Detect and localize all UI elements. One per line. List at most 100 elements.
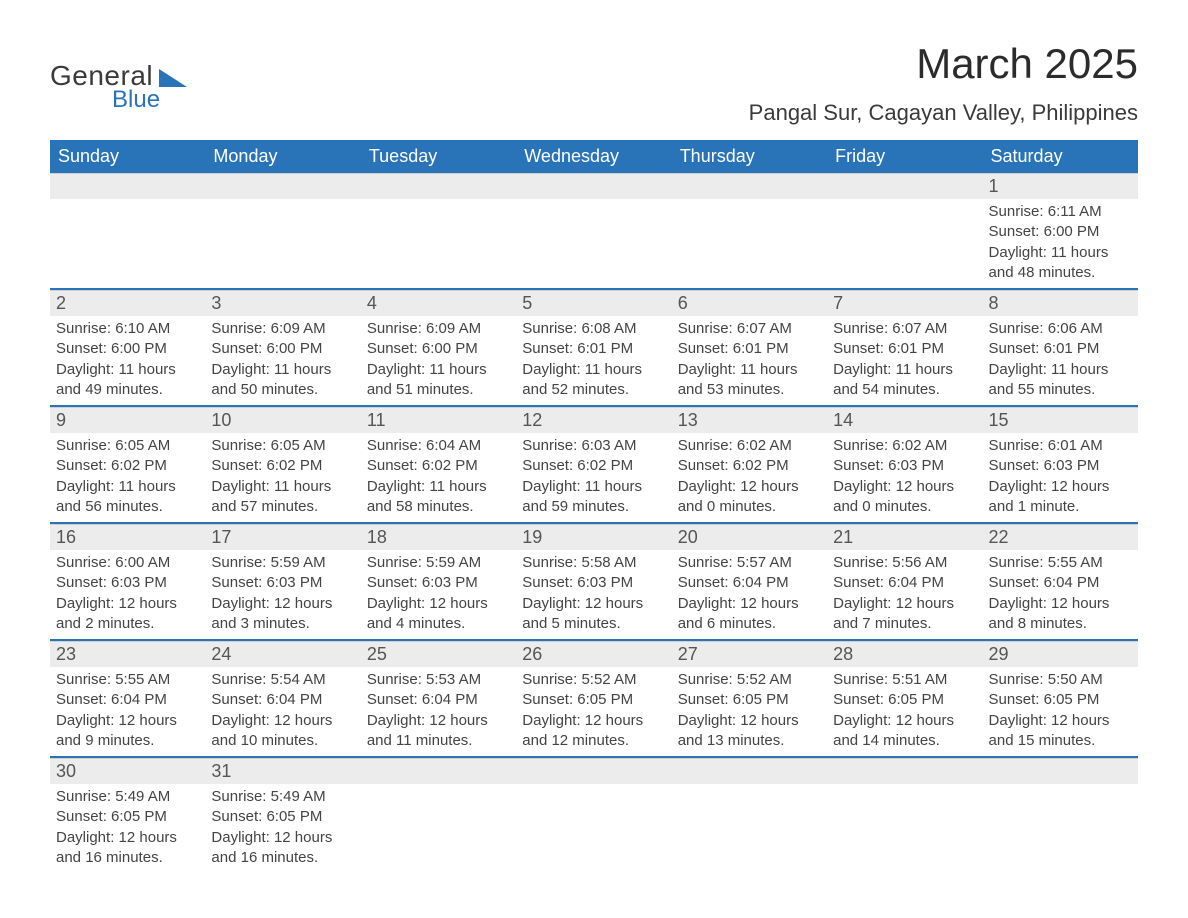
month-title: March 2025: [749, 40, 1138, 88]
sunset-text: Sunset: 6:04 PM: [367, 690, 510, 710]
day-cell: 3Sunrise: 6:09 AMSunset: 6:00 PMDaylight…: [205, 290, 360, 405]
location: Pangal Sur, Cagayan Valley, Philippines: [749, 100, 1138, 126]
day-number: 21: [827, 524, 982, 550]
sunrise-text: Sunrise: 6:04 AM: [367, 436, 510, 456]
day-body: [827, 784, 982, 792]
daylight-text: Daylight: 12 hours and 4 minutes.: [367, 594, 510, 635]
sunrise-text: Sunrise: 5:53 AM: [367, 670, 510, 690]
sunset-text: Sunset: 6:05 PM: [56, 807, 199, 827]
day-body: [827, 199, 982, 207]
sunrise-text: Sunrise: 5:50 AM: [989, 670, 1132, 690]
weekday-header: Saturday: [983, 140, 1138, 173]
daylight-text: Daylight: 12 hours and 6 minutes.: [678, 594, 821, 635]
sunrise-text: Sunrise: 5:57 AM: [678, 553, 821, 573]
header: General Blue March 2025 Pangal Sur, Caga…: [50, 40, 1138, 126]
daylight-text: Daylight: 12 hours and 12 minutes.: [522, 711, 665, 752]
day-body: Sunrise: 5:55 AMSunset: 6:04 PMDaylight:…: [50, 667, 205, 756]
daylight-text: Daylight: 11 hours and 48 minutes.: [989, 243, 1132, 284]
sunset-text: Sunset: 6:05 PM: [989, 690, 1132, 710]
daylight-text: Daylight: 11 hours and 55 minutes.: [989, 360, 1132, 401]
day-number: 28: [827, 641, 982, 667]
logo-text-blue: Blue: [112, 86, 187, 114]
day-body: Sunrise: 6:06 AMSunset: 6:01 PMDaylight:…: [983, 316, 1138, 405]
day-body: Sunrise: 6:11 AMSunset: 6:00 PMDaylight:…: [983, 199, 1138, 288]
sunrise-text: Sunrise: 5:58 AM: [522, 553, 665, 573]
weeks-container: 1Sunrise: 6:11 AMSunset: 6:00 PMDaylight…: [50, 173, 1138, 873]
day-number: 2: [50, 290, 205, 316]
day-body: [361, 199, 516, 207]
day-cell: 13Sunrise: 6:02 AMSunset: 6:02 PMDayligh…: [672, 407, 827, 522]
day-body: Sunrise: 5:52 AMSunset: 6:05 PMDaylight:…: [672, 667, 827, 756]
day-body: Sunrise: 5:54 AMSunset: 6:04 PMDaylight:…: [205, 667, 360, 756]
day-body: Sunrise: 6:04 AMSunset: 6:02 PMDaylight:…: [361, 433, 516, 522]
day-cell: 18Sunrise: 5:59 AMSunset: 6:03 PMDayligh…: [361, 524, 516, 639]
sunset-text: Sunset: 6:05 PM: [678, 690, 821, 710]
daylight-text: Daylight: 12 hours and 11 minutes.: [367, 711, 510, 752]
sunset-text: Sunset: 6:01 PM: [522, 339, 665, 359]
day-cell: [983, 758, 1138, 873]
sunset-text: Sunset: 6:05 PM: [833, 690, 976, 710]
day-body: [205, 199, 360, 207]
sunrise-text: Sunrise: 5:59 AM: [367, 553, 510, 573]
sunrise-text: Sunrise: 6:07 AM: [678, 319, 821, 339]
day-number: 5: [516, 290, 671, 316]
day-cell: 11Sunrise: 6:04 AMSunset: 6:02 PMDayligh…: [361, 407, 516, 522]
week-row: 1Sunrise: 6:11 AMSunset: 6:00 PMDaylight…: [50, 173, 1138, 290]
sunrise-text: Sunrise: 6:10 AM: [56, 319, 199, 339]
daylight-text: Daylight: 12 hours and 0 minutes.: [833, 477, 976, 518]
day-body: [50, 199, 205, 207]
day-body: Sunrise: 5:59 AMSunset: 6:03 PMDaylight:…: [361, 550, 516, 639]
daylight-text: Daylight: 11 hours and 51 minutes.: [367, 360, 510, 401]
day-number: 25: [361, 641, 516, 667]
daylight-text: Daylight: 11 hours and 50 minutes.: [211, 360, 354, 401]
sunrise-text: Sunrise: 6:00 AM: [56, 553, 199, 573]
day-number: 3: [205, 290, 360, 316]
day-number: 10: [205, 407, 360, 433]
sunset-text: Sunset: 6:03 PM: [56, 573, 199, 593]
day-cell: 12Sunrise: 6:03 AMSunset: 6:02 PMDayligh…: [516, 407, 671, 522]
day-number: [50, 173, 205, 199]
day-cell: [672, 173, 827, 288]
day-cell: 8Sunrise: 6:06 AMSunset: 6:01 PMDaylight…: [983, 290, 1138, 405]
sunset-text: Sunset: 6:01 PM: [833, 339, 976, 359]
sunrise-text: Sunrise: 5:52 AM: [678, 670, 821, 690]
day-body: Sunrise: 5:55 AMSunset: 6:04 PMDaylight:…: [983, 550, 1138, 639]
day-cell: 15Sunrise: 6:01 AMSunset: 6:03 PMDayligh…: [983, 407, 1138, 522]
sunset-text: Sunset: 6:01 PM: [678, 339, 821, 359]
day-number: [361, 758, 516, 784]
day-cell: 2Sunrise: 6:10 AMSunset: 6:00 PMDaylight…: [50, 290, 205, 405]
day-cell: 6Sunrise: 6:07 AMSunset: 6:01 PMDaylight…: [672, 290, 827, 405]
daylight-text: Daylight: 12 hours and 3 minutes.: [211, 594, 354, 635]
day-cell: 25 Sunrise: 5:53 AMSunset: 6:04 PMDayligh…: [361, 641, 516, 756]
day-number: [672, 758, 827, 784]
daylight-text: Daylight: 12 hours and 7 minutes.: [833, 594, 976, 635]
day-cell: 20Sunrise: 5:57 AMSunset: 6:04 PMDayligh…: [672, 524, 827, 639]
sunset-text: Sunset: 6:04 PM: [211, 690, 354, 710]
weekday-header-row: Sunday Monday Tuesday Wednesday Thursday…: [50, 140, 1138, 173]
day-number: [516, 173, 671, 199]
day-body: Sunrise: 5:58 AMSunset: 6:03 PMDaylight:…: [516, 550, 671, 639]
daylight-text: Daylight: 11 hours and 52 minutes.: [522, 360, 665, 401]
sunset-text: Sunset: 6:02 PM: [211, 456, 354, 476]
sunrise-text: Sunrise: 6:02 AM: [833, 436, 976, 456]
sunrise-text: Sunrise: 6:06 AM: [989, 319, 1132, 339]
day-cell: [361, 173, 516, 288]
sunset-text: Sunset: 6:02 PM: [56, 456, 199, 476]
sunrise-text: Sunrise: 6:02 AM: [678, 436, 821, 456]
daylight-text: Daylight: 12 hours and 13 minutes.: [678, 711, 821, 752]
weekday-header: Wednesday: [516, 140, 671, 173]
weekday-header: Sunday: [50, 140, 205, 173]
day-body: [361, 784, 516, 792]
day-body: Sunrise: 5:49 AMSunset: 6:05 PMDaylight:…: [205, 784, 360, 873]
day-number: [827, 758, 982, 784]
sunset-text: Sunset: 6:05 PM: [522, 690, 665, 710]
sunset-text: Sunset: 6:02 PM: [367, 456, 510, 476]
daylight-text: Daylight: 12 hours and 10 minutes.: [211, 711, 354, 752]
day-body: Sunrise: 5:59 AMSunset: 6:03 PMDaylight:…: [205, 550, 360, 639]
day-cell: [827, 173, 982, 288]
sunset-text: Sunset: 6:01 PM: [989, 339, 1132, 359]
title-block: March 2025 Pangal Sur, Cagayan Valley, P…: [749, 40, 1138, 126]
day-number: [983, 758, 1138, 784]
calendar: Sunday Monday Tuesday Wednesday Thursday…: [50, 140, 1138, 873]
day-number: 1: [983, 173, 1138, 199]
